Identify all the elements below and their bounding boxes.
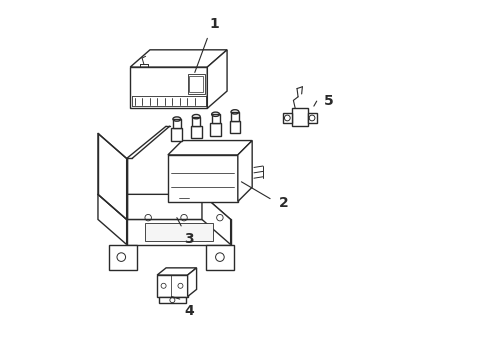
Polygon shape <box>207 50 227 108</box>
Polygon shape <box>98 194 126 244</box>
Polygon shape <box>212 114 220 123</box>
Polygon shape <box>168 155 238 202</box>
Polygon shape <box>292 108 308 126</box>
Polygon shape <box>230 121 240 134</box>
Polygon shape <box>172 128 182 140</box>
Text: 2: 2 <box>279 196 289 210</box>
Polygon shape <box>159 297 186 303</box>
Polygon shape <box>168 140 252 155</box>
Polygon shape <box>173 119 181 128</box>
Polygon shape <box>126 220 231 244</box>
Polygon shape <box>192 117 200 126</box>
Polygon shape <box>157 268 196 275</box>
Polygon shape <box>238 140 252 202</box>
Polygon shape <box>231 112 239 121</box>
Polygon shape <box>109 244 137 270</box>
Polygon shape <box>210 123 221 136</box>
Polygon shape <box>308 113 317 123</box>
Polygon shape <box>130 50 227 67</box>
Polygon shape <box>145 223 213 241</box>
Polygon shape <box>98 134 126 220</box>
Polygon shape <box>202 194 231 244</box>
Polygon shape <box>130 67 207 108</box>
Text: 1: 1 <box>210 17 220 31</box>
Polygon shape <box>188 74 205 94</box>
Polygon shape <box>205 244 234 270</box>
Polygon shape <box>98 194 231 220</box>
Text: 5: 5 <box>324 94 334 108</box>
Polygon shape <box>283 113 292 123</box>
Polygon shape <box>157 275 188 297</box>
Polygon shape <box>191 126 201 138</box>
Text: 3: 3 <box>185 232 194 246</box>
Text: 4: 4 <box>185 304 195 318</box>
Polygon shape <box>188 268 196 297</box>
